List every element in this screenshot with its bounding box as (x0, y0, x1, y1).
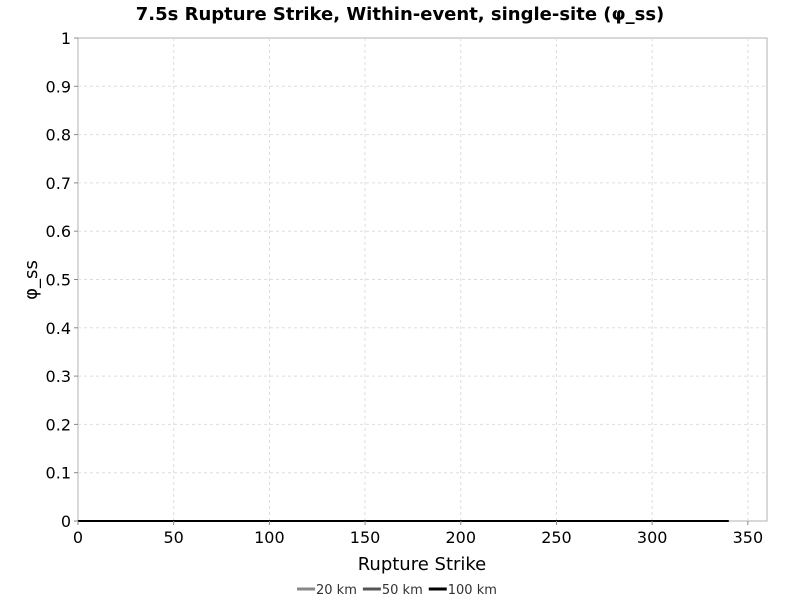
y-tick-label: 0.7 (46, 174, 71, 193)
y-axis-label: φ_ss (21, 260, 42, 300)
y-tick-label: 0.1 (46, 464, 71, 483)
y-tick-label: 0 (61, 512, 71, 531)
y-tick-label: 0.3 (46, 367, 71, 386)
x-axis-label: Rupture Strike (358, 554, 487, 575)
y-tick-label: 0.9 (46, 77, 71, 96)
x-tick-label: 100 (254, 528, 285, 547)
legend-label: 100 km (448, 583, 497, 598)
y-tick-label: 0.6 (46, 222, 71, 241)
chart-title: 7.5s Rupture Strike, Within-event, singl… (136, 4, 665, 25)
y-tick-label: 0.5 (46, 271, 71, 290)
y-tick-label: 0.2 (46, 415, 71, 434)
x-tick-label: 150 (350, 528, 381, 547)
y-tick-label: 1 (61, 29, 71, 48)
legend-label: 20 km (316, 583, 357, 598)
y-tick-label: 0.8 (46, 126, 71, 145)
x-tick-label: 350 (733, 528, 764, 547)
x-tick-label: 300 (637, 528, 668, 547)
x-tick-label: 0 (73, 528, 83, 547)
y-axis-ticks: 0 0.1 0.2 0.3 0.4 0.5 0.6 0.7 0.8 0.9 1 (46, 29, 78, 531)
x-tick-label: 200 (446, 528, 477, 547)
x-tick-label: 50 (164, 528, 184, 547)
legend: 20 km 50 km 100 km (297, 583, 497, 598)
x-axis-ticks: 0 50 100 150 200 250 300 350 (73, 521, 763, 547)
legend-label: 50 km (382, 583, 423, 598)
grid-lines (78, 38, 767, 521)
y-tick-label: 0.4 (46, 319, 71, 338)
x-tick-label: 250 (541, 528, 572, 547)
